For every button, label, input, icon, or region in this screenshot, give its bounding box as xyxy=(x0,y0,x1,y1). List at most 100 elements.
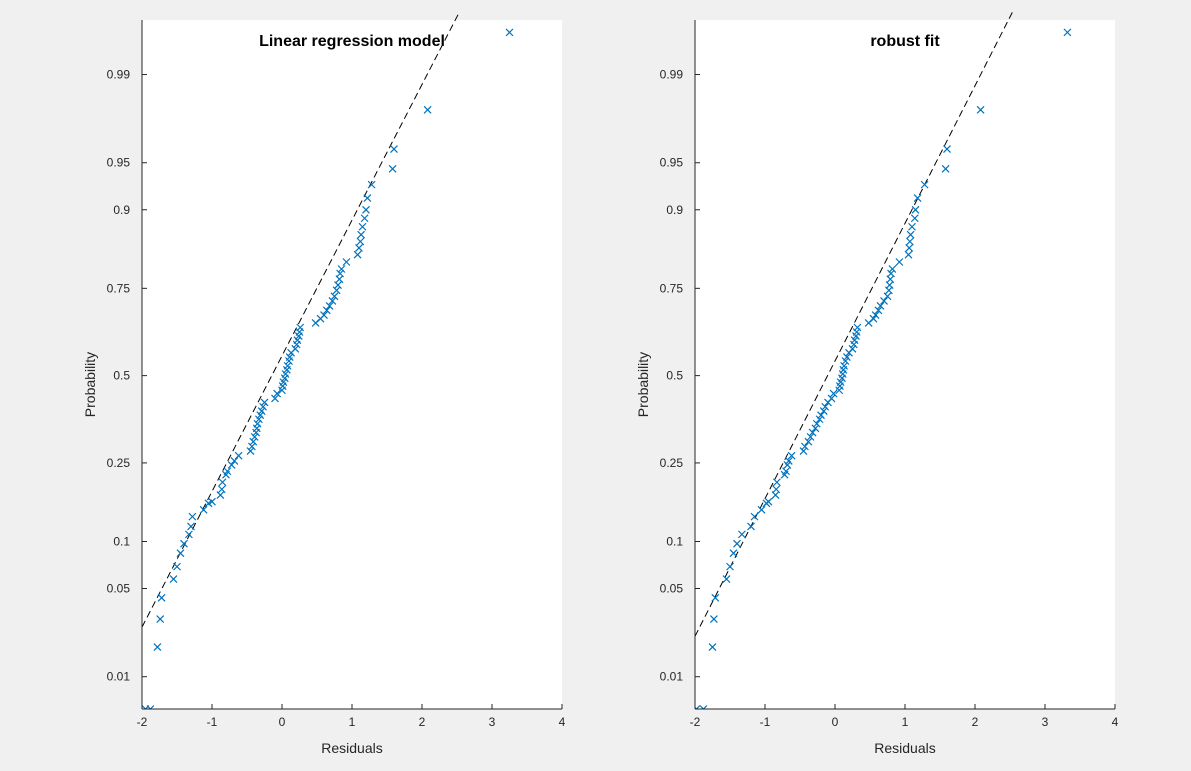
x-tick-label: 2 xyxy=(972,715,979,729)
data-point xyxy=(772,485,781,494)
data-point xyxy=(853,323,862,332)
y-tick-label: 0.95 xyxy=(107,156,131,170)
data-point xyxy=(905,244,914,252)
data-point xyxy=(390,145,398,153)
data-point xyxy=(920,180,929,189)
data-point xyxy=(234,451,243,460)
x-tick-label: 3 xyxy=(489,715,496,729)
data-point xyxy=(808,428,817,437)
data-point xyxy=(208,497,216,506)
data-point xyxy=(695,705,701,709)
data-point xyxy=(708,643,717,651)
data-point xyxy=(271,394,279,403)
data-point xyxy=(388,164,397,173)
data-points xyxy=(695,28,1072,709)
x-tick-label: 4 xyxy=(559,715,566,729)
y-tick-label: 0.5 xyxy=(666,369,683,383)
data-point xyxy=(362,205,370,214)
x-tick-label: 1 xyxy=(349,715,356,729)
data-point xyxy=(217,485,226,494)
y-tick-label: 0.1 xyxy=(113,534,130,548)
data-point xyxy=(840,361,849,370)
reference-line xyxy=(142,12,460,628)
y-tick-label: 0.5 xyxy=(113,369,130,383)
data-point xyxy=(253,419,262,428)
y-tick-label: 0.99 xyxy=(660,68,684,82)
data-point xyxy=(699,705,708,709)
data-point xyxy=(876,301,885,310)
data-point xyxy=(908,222,916,231)
data-point xyxy=(356,237,365,246)
y-tick-label: 0.99 xyxy=(107,68,131,82)
data-point xyxy=(941,164,950,173)
data-point xyxy=(709,615,718,623)
data-point xyxy=(355,244,363,252)
data-point xyxy=(906,230,915,239)
data-point xyxy=(806,432,815,441)
data-point xyxy=(173,562,181,571)
data-point xyxy=(291,344,300,353)
data-point xyxy=(800,442,809,451)
data-point xyxy=(764,497,773,506)
data-point xyxy=(337,265,346,273)
data-point xyxy=(711,593,720,602)
data-point xyxy=(1063,28,1072,37)
y-tick-label: 0.75 xyxy=(107,281,131,295)
data-point xyxy=(817,411,825,420)
data-point xyxy=(869,314,878,323)
x-tick-label: -1 xyxy=(760,715,771,729)
data-point xyxy=(218,478,227,487)
data-point xyxy=(259,402,268,411)
data-point xyxy=(187,522,195,531)
data-points xyxy=(142,28,514,709)
x-axis-label: Residuals xyxy=(874,740,935,756)
data-point xyxy=(342,258,351,266)
y-tick-label: 0.05 xyxy=(660,582,684,596)
data-point xyxy=(176,549,185,558)
data-point xyxy=(157,593,166,602)
data-point xyxy=(184,530,193,539)
data-point xyxy=(747,522,755,531)
data-point xyxy=(757,505,766,514)
data-point xyxy=(273,389,282,398)
y-tick-label: 0.01 xyxy=(107,670,131,684)
x-tick-label: -1 xyxy=(207,715,218,729)
y-tick-label: 0.25 xyxy=(660,456,684,470)
data-point xyxy=(772,478,781,487)
plot-title: Linear regression model xyxy=(259,33,445,50)
data-point xyxy=(821,402,830,411)
x-tick-label: 0 xyxy=(279,715,286,729)
y-tick-label: 0.1 xyxy=(666,534,683,548)
data-point xyxy=(188,512,197,521)
data-point xyxy=(358,222,367,231)
x-tick-label: -2 xyxy=(690,715,701,729)
y-tick-label: 0.9 xyxy=(113,203,130,217)
data-point xyxy=(811,424,820,433)
data-point xyxy=(257,407,266,416)
y-axis-label: Probability xyxy=(635,352,651,417)
data-point xyxy=(787,451,796,460)
y-tick-label: 0.95 xyxy=(660,156,684,170)
y-tick-label: 0.05 xyxy=(107,582,131,596)
data-point xyxy=(737,530,746,539)
data-point xyxy=(169,575,178,583)
data-point xyxy=(230,456,239,465)
data-point xyxy=(976,105,985,114)
data-point xyxy=(423,105,432,114)
x-tick-label: 0 xyxy=(832,715,839,729)
y-tick-label: 0.9 xyxy=(666,203,683,217)
data-point xyxy=(246,447,255,455)
right-plot-panel: -2 -1 0 1 2 3 4 0.01 0.05 0.1 0.25 0.5 0.75 0.9 0.95 0.… xyxy=(635,12,1119,756)
data-point xyxy=(943,145,951,153)
data-point xyxy=(334,281,342,289)
data-point xyxy=(216,491,225,500)
data-point xyxy=(871,311,880,320)
data-point xyxy=(905,237,914,246)
data-point xyxy=(325,301,334,310)
data-point xyxy=(260,398,269,407)
y-tick-label: 0.25 xyxy=(107,456,131,470)
data-point xyxy=(330,292,339,301)
data-point xyxy=(887,269,895,278)
data-point xyxy=(888,265,897,273)
data-point xyxy=(180,539,188,548)
